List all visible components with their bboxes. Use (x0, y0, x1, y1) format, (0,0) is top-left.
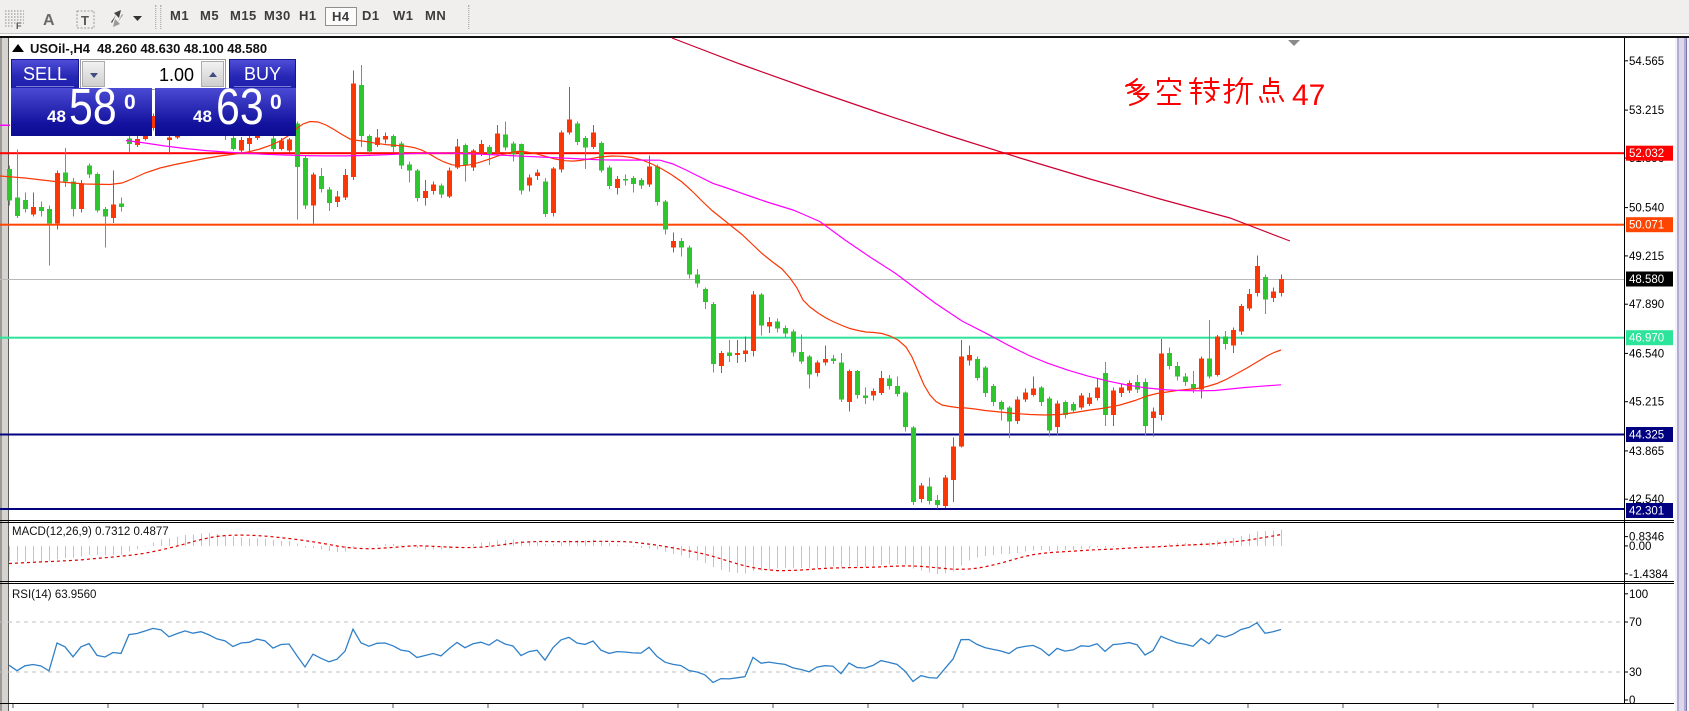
svg-text:47.890: 47.890 (1629, 299, 1664, 311)
svg-text:43.865: 43.865 (1629, 446, 1664, 458)
svg-text:45.215: 45.215 (1629, 397, 1664, 409)
svg-text:100: 100 (1629, 589, 1648, 601)
svg-text:54.565: 54.565 (1629, 56, 1664, 68)
svg-text:48.580: 48.580 (1629, 274, 1664, 286)
svg-text:42.301: 42.301 (1629, 506, 1664, 518)
svg-text:0: 0 (1629, 695, 1635, 707)
svg-text:F: F (16, 21, 22, 31)
svg-text:53.215: 53.215 (1629, 105, 1664, 117)
svg-text:46.970: 46.970 (1629, 333, 1664, 345)
svg-text:44.325: 44.325 (1629, 430, 1664, 442)
svg-text:T: T (81, 13, 89, 28)
svg-text:50.540: 50.540 (1629, 203, 1664, 215)
svg-text:52.032: 52.032 (1629, 148, 1664, 160)
svg-text:A: A (43, 12, 55, 29)
svg-text:49.215: 49.215 (1629, 251, 1664, 263)
svg-text:30: 30 (1629, 667, 1642, 679)
svg-text:-1.4384: -1.4384 (1629, 569, 1669, 581)
svg-text:47: 47 (1292, 79, 1325, 112)
svg-text:70: 70 (1629, 617, 1642, 629)
svg-text:0.8346: 0.8346 (1629, 532, 1664, 544)
svg-text:46.540: 46.540 (1629, 348, 1664, 360)
svg-text:0.00: 0.00 (1629, 541, 1651, 553)
svg-text:50.071: 50.071 (1629, 220, 1664, 232)
